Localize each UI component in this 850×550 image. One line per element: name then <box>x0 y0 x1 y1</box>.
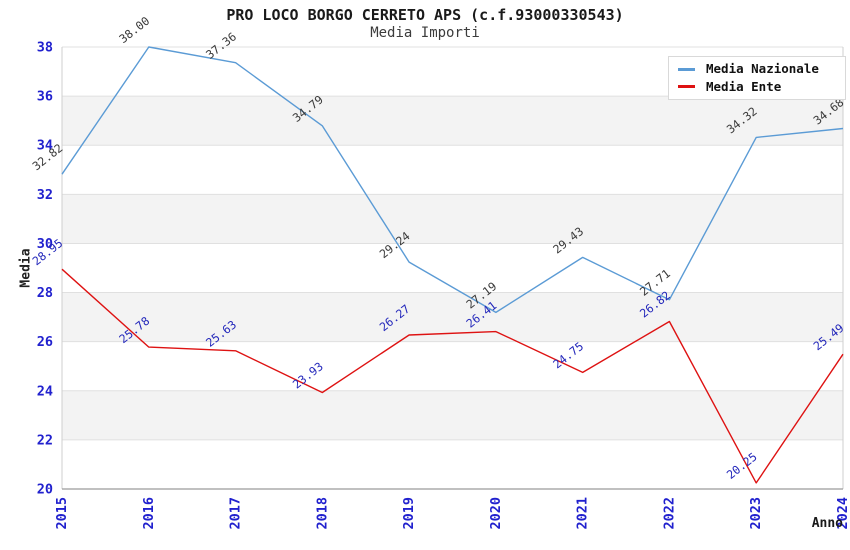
point-label: 20.25 <box>724 450 760 482</box>
y-tick-label: 34 <box>37 138 53 154</box>
x-tick-label: 2016 <box>141 497 157 530</box>
legend-swatch-media-ente <box>678 85 695 89</box>
band <box>62 194 843 244</box>
legend-item-media-ente: Media Ente <box>678 78 845 94</box>
y-tick-label: 20 <box>37 482 53 498</box>
chart-title: PRO LOCO BORGO CERRETO APS (c.f.93000330… <box>226 6 624 24</box>
y-tick-label: 28 <box>37 285 53 301</box>
y-tick-label: 38 <box>37 40 53 56</box>
band <box>62 390 843 440</box>
chart-subtitle: Media Importi <box>370 25 480 41</box>
point-label: 24.75 <box>550 339 586 371</box>
legend: Media Nazionale Media Ente <box>668 56 846 100</box>
series-line-0 <box>61 46 844 314</box>
x-tick-label: 2017 <box>228 497 244 530</box>
y-gridlines <box>62 46 843 441</box>
legend-swatch-media-nazionale <box>678 67 695 71</box>
y-tick-label: 26 <box>37 334 53 350</box>
y-tick-label: 30 <box>37 236 53 252</box>
x-tick-label: 2023 <box>748 497 764 530</box>
x-tick-label: 2024 <box>835 497 850 530</box>
legend-label-media-ente: Media Ente <box>706 78 782 94</box>
x-tick-label: 2020 <box>488 497 504 530</box>
band <box>62 96 843 146</box>
y-tick-label: 22 <box>37 432 53 448</box>
y-tick-label: 32 <box>37 187 53 203</box>
legend-item-media-nazionale: Media Nazionale <box>678 61 845 76</box>
y-tick-labels: 20 22 24 26 28 30 32 34 36 38 <box>37 40 53 498</box>
background-bands <box>62 96 843 440</box>
band <box>62 292 843 342</box>
x-tick-label: 2021 <box>575 497 591 530</box>
series-line-1 <box>61 268 844 484</box>
x-tick-label: 2015 <box>54 497 70 530</box>
x-axis-title: Anno <box>811 516 843 531</box>
point-label: 23.93 <box>290 359 326 391</box>
x-tick-label: 2018 <box>314 497 330 530</box>
y-tick-label: 24 <box>37 383 53 399</box>
y-tick-label: 36 <box>37 89 53 105</box>
x-tick-labels: 2015 2016 2017 2018 2019 2020 2021 2022 2023 2024 <box>54 497 850 530</box>
x-tick-label: 2019 <box>401 497 417 530</box>
x-tick-label: 2022 <box>661 497 677 530</box>
legend-label-media-nazionale: Media Nazionale <box>706 61 819 76</box>
y-axis-title: Media <box>18 248 34 288</box>
